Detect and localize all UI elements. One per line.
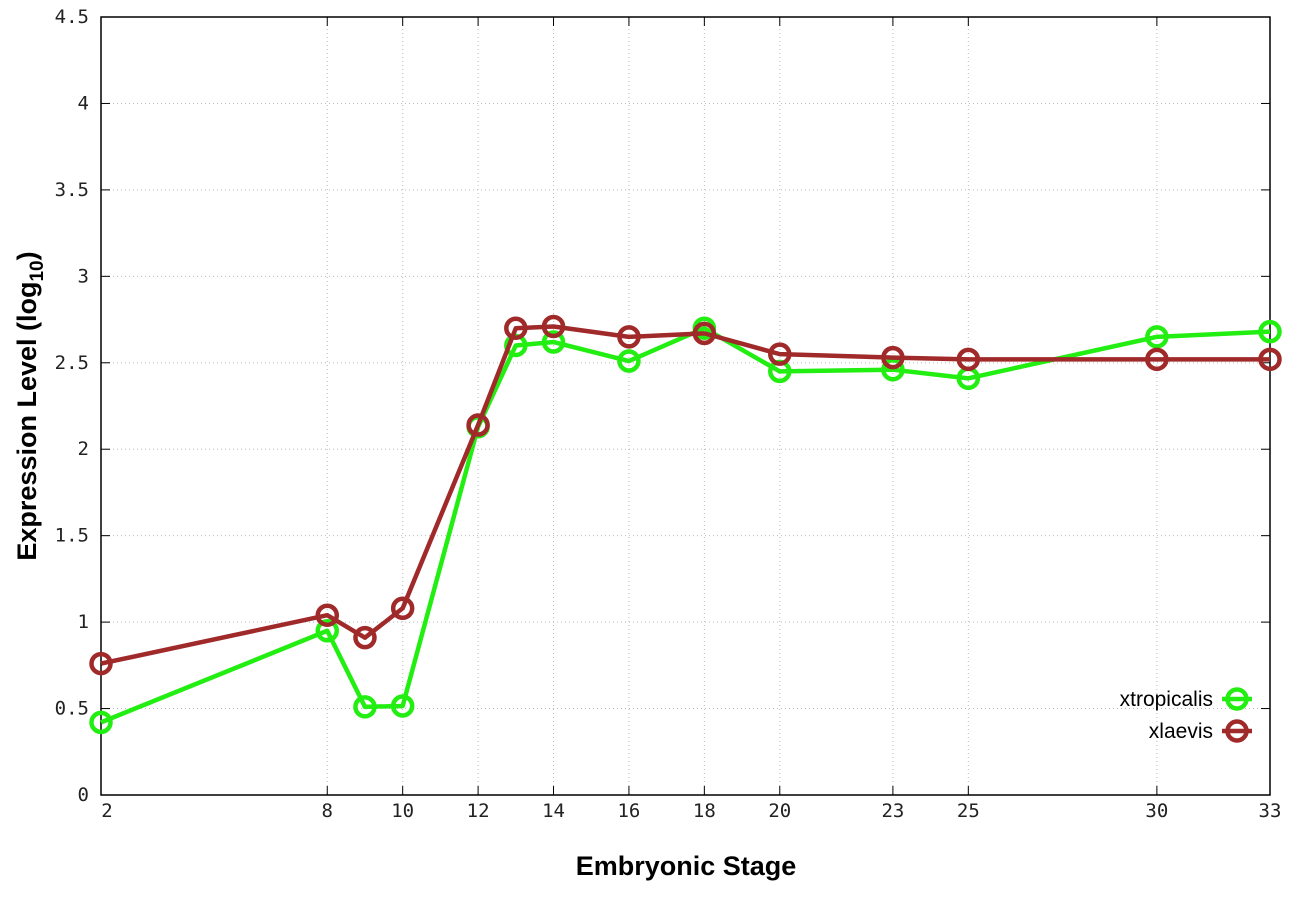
data-point: [353, 695, 377, 719]
legend-label: xtropicalis: [1120, 688, 1213, 711]
data-point: [504, 316, 528, 340]
data-point: [1145, 325, 1169, 349]
data-point: [881, 357, 905, 382]
series-group: [89, 314, 1282, 735]
data-point: [89, 651, 113, 676]
data-point: [881, 345, 905, 370]
legend-marker: [1225, 687, 1249, 711]
x-tick-label: 14: [542, 800, 565, 822]
y-axis-label: Expression Level (log10): [12, 251, 48, 560]
x-tick-label: 25: [957, 800, 980, 822]
x-tick-label: 20: [768, 800, 791, 822]
y-tick-label: 0.5: [55, 698, 89, 720]
series-line: [100, 325, 1271, 725]
data-point: [768, 342, 792, 366]
y-tick-label: 4.5: [55, 6, 89, 28]
data-point: [1258, 347, 1282, 372]
y-tick-label: 2: [78, 438, 89, 460]
data-point: [353, 625, 377, 650]
data-point: [956, 347, 981, 372]
x-tick-label: 18: [693, 800, 716, 822]
y-tick-label: 4: [78, 92, 89, 114]
plot-frame: [100, 16, 1271, 796]
tick-labels: 0 0.5 1 1.5 2 2.5 3 3.5 4 4.5 2 8 10 12 14 16 18 20 23 25 30…: [55, 6, 1282, 822]
data-point: [315, 603, 340, 627]
data-point: [692, 321, 717, 346]
x-tick-label: 33: [1259, 800, 1282, 822]
data-point: [617, 325, 641, 349]
legend-label: xlaevis: [1149, 720, 1213, 743]
y-tick-label: 3.5: [55, 179, 89, 201]
y-tick-label: 1.5: [55, 525, 89, 547]
data-point: [1145, 347, 1169, 372]
x-tick-label: 23: [881, 800, 904, 822]
x-tick-label: 30: [1145, 800, 1168, 822]
data-point: [390, 596, 415, 621]
data-point: [466, 413, 490, 437]
x-tick-label: 12: [467, 800, 490, 822]
data-point: [617, 349, 641, 373]
series-xtropicalis: [89, 316, 1282, 735]
legend-marker: [1225, 719, 1249, 743]
x-axis-label: Embryonic Stage: [576, 851, 797, 881]
x-tick-label: 16: [617, 800, 640, 822]
legend: xtropicalis xlaevis: [1120, 687, 1252, 743]
y-tick-label: 0: [78, 784, 89, 806]
data-point: [541, 314, 566, 339]
x-tick-label: 2: [101, 800, 112, 822]
data-point: [89, 710, 113, 735]
y-tick-label: 1: [78, 611, 89, 633]
series-xlaevis: [89, 314, 1282, 676]
x-tick-label: 8: [322, 800, 333, 822]
grid: [100, 16, 1271, 796]
y-tick-label: 3: [78, 265, 89, 287]
x-tick-label: 10: [391, 800, 414, 822]
y-tick-label: 2.5: [55, 352, 89, 374]
data-point: [315, 619, 340, 643]
data-point: [541, 330, 566, 354]
data-point: [390, 694, 415, 718]
series-line: [100, 324, 1270, 666]
data-point: [1258, 319, 1282, 344]
